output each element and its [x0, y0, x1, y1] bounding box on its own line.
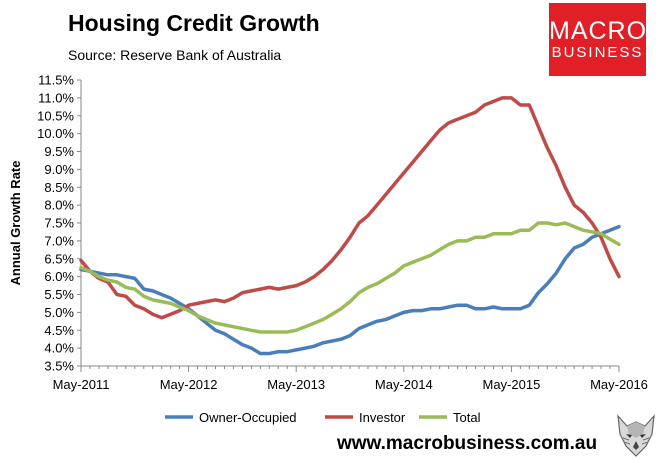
- y-tick-label: 5.0%: [44, 305, 74, 320]
- y-tick-label: 9.0%: [44, 162, 74, 177]
- y-tick-label: 6.0%: [44, 269, 74, 284]
- website-url: www.macrobusiness.com.au: [337, 433, 598, 454]
- chart-axes: 3.5% 4.0% 4.5% 5.0% 5.5% 6.0% 6.5% 7.0% 7.5% 8.0%…: [8, 73, 648, 393]
- chart-subtitle: Source: Reserve Bank of Australia: [68, 47, 282, 63]
- y-tick-label: 3.5%: [44, 359, 74, 374]
- chart-legend: Owner-Occupied Investor Total: [165, 410, 481, 425]
- y-tick-label: 4.0%: [44, 341, 74, 356]
- y-tick-label: 5.5%: [44, 287, 74, 302]
- x-tick-label: May-2014: [375, 377, 433, 392]
- y-tick-label: 4.5%: [44, 323, 74, 338]
- x-tick-label: May-2016: [590, 377, 648, 392]
- y-tick-label: 11.5%: [38, 73, 74, 88]
- series-line-owner-occupied: [79, 224, 621, 356]
- y-tick-label: 8.0%: [44, 198, 74, 213]
- x-tick-label: May-2015: [482, 377, 540, 392]
- logo-line-1: MACRO: [549, 17, 648, 45]
- y-tick-label: 10.0%: [37, 126, 74, 141]
- x-tick-label: May-2011: [53, 377, 110, 392]
- y-tick-label: 8.5%: [44, 180, 74, 195]
- y-tick-label: 10.5%: [37, 108, 74, 123]
- logo-line-2: BUSINESS: [551, 44, 644, 61]
- y-tick-label: 9.5%: [44, 144, 74, 159]
- y-tick-label: 7.0%: [44, 233, 74, 248]
- legend-label-total: Total: [453, 410, 481, 425]
- x-tick-label: May-2012: [160, 377, 218, 392]
- chart-series: [79, 96, 621, 356]
- legend-label-investor: Investor: [359, 410, 406, 425]
- macrobusiness-logo: MACRO BUSINESS: [549, 3, 646, 76]
- x-tick-label: May-2013: [267, 377, 325, 392]
- series-line-investor: [79, 96, 621, 320]
- y-tick-label: 7.5%: [44, 216, 74, 231]
- y-tick-label: 6.5%: [44, 251, 74, 266]
- wolf-icon: [617, 414, 655, 457]
- chart-title: Housing Credit Growth: [68, 10, 320, 36]
- y-axis-label: Annual Growth Rate: [8, 161, 23, 286]
- legend-label-owner-occupied: Owner-Occupied: [199, 410, 297, 425]
- y-tick-label: 11.0%: [38, 90, 74, 105]
- series-line-total: [79, 221, 621, 334]
